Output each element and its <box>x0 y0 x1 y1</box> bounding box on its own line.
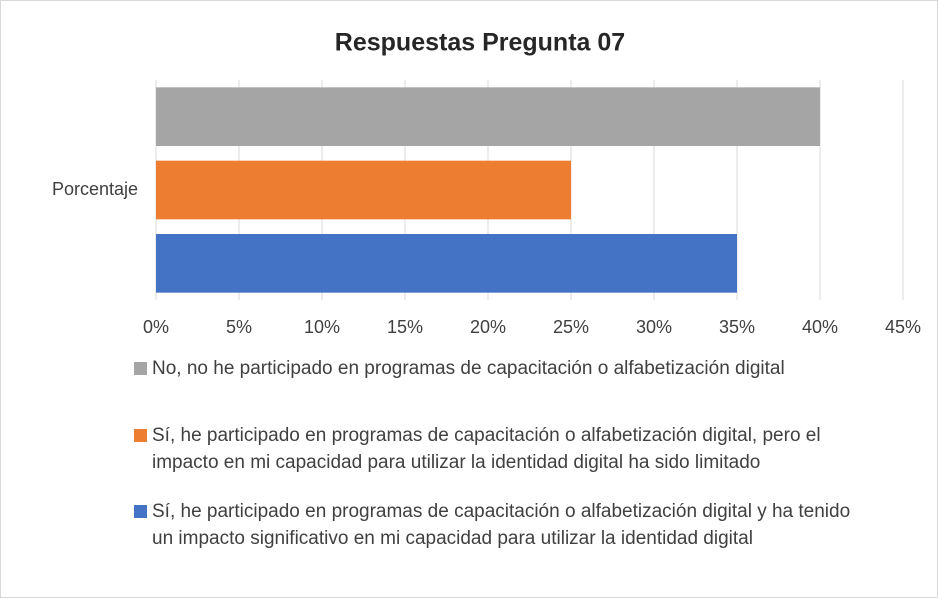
x-tick-label: 30% <box>636 317 672 337</box>
bar <box>156 160 571 220</box>
x-tick-label: 5% <box>226 317 252 337</box>
legend-swatch <box>134 429 147 442</box>
bar <box>156 234 737 293</box>
chart-title: Respuestas Pregunta 07 <box>335 29 625 57</box>
legend-label: Sí, he participado en programas de capac… <box>152 501 851 549</box>
bar <box>156 87 820 146</box>
legend-item: Sí, he participado en programas de capac… <box>134 498 854 552</box>
x-tick-label: 25% <box>553 317 589 337</box>
x-tick-label: 35% <box>719 317 755 337</box>
y-tick-label: Porcentaje <box>52 179 138 199</box>
x-tick-label: 15% <box>387 317 423 337</box>
x-tick-label: 0% <box>143 317 169 337</box>
x-tick-label: 10% <box>304 317 340 337</box>
x-tick-label: 45% <box>885 317 921 337</box>
legend-swatch <box>134 362 147 375</box>
legend-label: No, no he participado en programas de ca… <box>152 358 785 379</box>
x-tick-label: 20% <box>470 317 506 337</box>
legend-swatch <box>134 505 147 518</box>
legend-item: No, no he participado en programas de ca… <box>134 355 854 382</box>
legend-item: Sí, he participado en programas de capac… <box>134 422 854 476</box>
legend: No, no he participado en programas de ca… <box>134 355 854 574</box>
legend-label: Sí, he participado en programas de capac… <box>152 425 821 473</box>
x-tick-label: 40% <box>802 317 838 337</box>
